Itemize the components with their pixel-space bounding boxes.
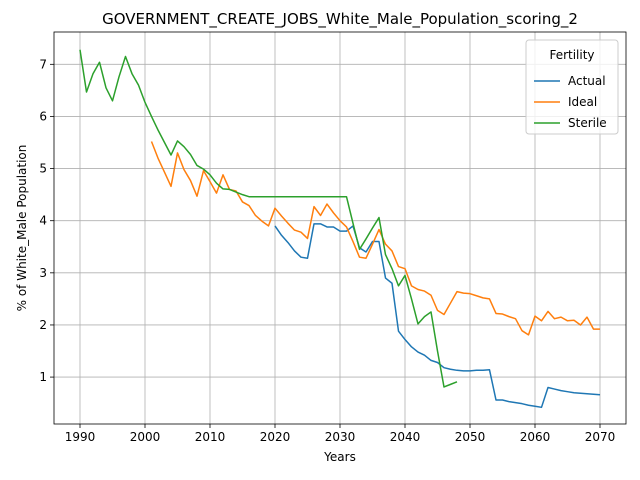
- chart-title: GOVERNMENT_CREATE_JOBS_White_Male_Popula…: [102, 10, 578, 29]
- legend-label-actual: Actual: [568, 74, 606, 88]
- x-tick-label: 1990: [65, 430, 96, 444]
- x-tick-label: 2040: [390, 430, 421, 444]
- legend-title: Fertility: [549, 48, 594, 62]
- y-axis-label: % of White_Male Population: [15, 145, 29, 312]
- x-tick-label: 2050: [455, 430, 486, 444]
- legend-label-sterile: Sterile: [568, 116, 607, 130]
- y-tick-label: 3: [39, 266, 47, 280]
- x-tick-label: 2000: [130, 430, 161, 444]
- x-tick-label: 2030: [325, 430, 356, 444]
- series-line-actual: [274, 223, 601, 409]
- x-tick-label: 2060: [520, 430, 551, 444]
- x-tick-label: 2010: [195, 430, 226, 444]
- legend-items: Actual Ideal Sterile: [534, 74, 607, 130]
- x-tick-label: 2020: [260, 430, 291, 444]
- y-tick-label: 2: [39, 318, 47, 332]
- y-tick-label: 5: [39, 162, 47, 176]
- y-tick-label: 1: [39, 370, 47, 384]
- y-tick-label: 7: [39, 57, 47, 71]
- axis-ticks: 1990 2000 2010 2020 2030 2040 2050 2060 2070 1 2 3 4…: [39, 57, 615, 444]
- legend-box: [525, 39, 619, 135]
- series-line-ideal: [150, 141, 600, 336]
- legend-label-ideal: Ideal: [568, 95, 597, 109]
- y-tick-label: 6: [39, 109, 47, 123]
- series-lines: [79, 49, 601, 409]
- x-tick-label: 2070: [585, 430, 616, 444]
- legend: Fertility Actual Ideal Sterile: [525, 39, 619, 135]
- series-line-sterile: [79, 49, 458, 388]
- x-axis-label: Years: [323, 450, 356, 464]
- y-tick-label: 4: [39, 214, 47, 228]
